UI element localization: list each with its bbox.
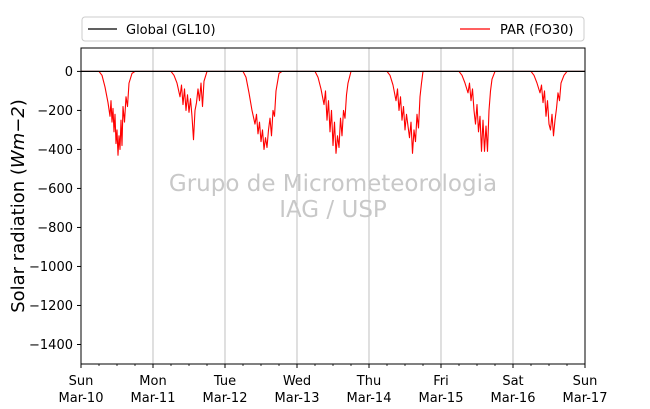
x-tick-label-day: Tue — [213, 374, 236, 389]
watermark: Grupo de Micrometeorologia IAG / USP — [169, 171, 497, 223]
x-tick-label-day: Fri — [433, 374, 449, 389]
legend-label-par: PAR (FO30) — [500, 23, 573, 38]
x-tick-label-date: Mar-11 — [131, 391, 176, 406]
y-tick-label: −200 — [37, 104, 73, 119]
y-tick-label: −1000 — [29, 260, 73, 275]
x-tick-label-date: Mar-15 — [419, 391, 464, 406]
x-axis: Sun Mar-10 Mon Mar-11 Tue Mar-12 Wed Mar-13 Thu M… — [59, 364, 608, 406]
x-tick-label-day: Thu — [356, 374, 381, 389]
y-tick-label: −400 — [37, 143, 73, 158]
x-tick-label-date: Mar-16 — [491, 391, 536, 406]
y-axis: 0 −200 −400 −600 −800 −1000 −1200 −1400 — [29, 65, 81, 353]
series-line-par — [81, 70, 585, 156]
y-axis-label-units: Wm−2 — [8, 106, 29, 168]
legend-frame — [81, 16, 585, 42]
x-tick-label-day: Wed — [283, 374, 311, 389]
watermark-line-2: IAG / USP — [279, 197, 387, 223]
y-axis-label-suffix: ) — [8, 99, 29, 106]
x-tick-label-day: Sat — [502, 374, 523, 389]
watermark-line-1: Grupo de Micrometeorologia — [169, 171, 497, 197]
x-tick-label-day: Mon — [139, 374, 166, 389]
x-tick-label-date: Mar-13 — [275, 391, 320, 406]
x-tick-label-date: Mar-14 — [347, 391, 392, 406]
x-tick-label-day: Sun — [69, 374, 94, 389]
y-tick-label: −600 — [37, 182, 73, 197]
x-tick-label-date: Mar-17 — [563, 391, 608, 406]
legend: Global (GL10) PAR (FO30) — [81, 16, 585, 42]
grid-lines — [152, 48, 514, 364]
y-tick-label: −1200 — [29, 299, 73, 314]
series-layer — [81, 70, 585, 156]
y-axis-label-prefix: Solar radiation ( — [8, 168, 29, 313]
y-tick-label: −800 — [37, 221, 73, 236]
y-axis-label: Solar radiation (Wm−2) — [8, 99, 29, 313]
y-tick-label: 0 — [65, 65, 73, 80]
x-tick-label-date: Mar-12 — [203, 391, 248, 406]
y-tick-label: −1400 — [29, 338, 73, 353]
x-tick-label-day: Sun — [573, 374, 598, 389]
legend-label-global: Global (GL10) — [126, 23, 216, 38]
x-tick-label-date: Mar-10 — [59, 391, 104, 406]
